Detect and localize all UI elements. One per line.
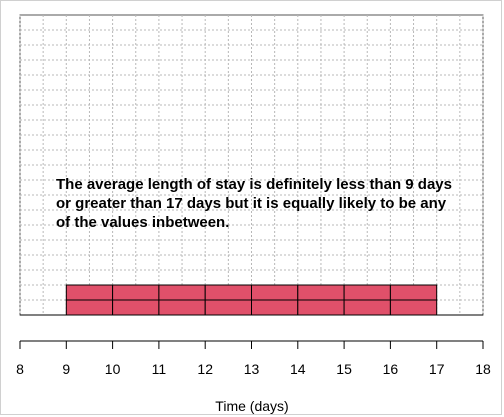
x-axis: 8 9 10 11 12 13 14 15 16 17 18 <box>16 340 491 377</box>
x-tick-label: 17 <box>429 361 445 377</box>
grid <box>19 15 484 315</box>
bar-segment <box>158 299 206 316</box>
bar-segment <box>112 299 160 316</box>
bar-segment <box>297 299 345 316</box>
bar-segment <box>251 284 299 301</box>
x-tick-label: 11 <box>152 361 167 377</box>
bar-segment <box>389 299 438 316</box>
bars <box>65 284 438 316</box>
x-tick-label: 18 <box>475 361 491 377</box>
bar-segment <box>343 284 391 301</box>
x-tick-label: 14 <box>290 361 306 377</box>
x-tick-label: 15 <box>336 361 352 377</box>
x-tick-label: 13 <box>244 361 260 377</box>
bar-segment <box>65 284 114 301</box>
bar-segment <box>343 299 391 316</box>
bar-segment <box>112 284 160 301</box>
bar-segment <box>65 299 114 316</box>
annotation: The average length of stay is definitely… <box>56 176 452 231</box>
x-tick-label: 16 <box>383 361 399 377</box>
x-tick-label: 10 <box>105 361 121 377</box>
x-tick-label: 12 <box>197 361 213 377</box>
bar-segment <box>158 284 206 301</box>
x-tick-label: 9 <box>62 361 70 377</box>
bar-segment <box>251 299 299 316</box>
x-tick-label: 8 <box>16 361 24 377</box>
x-axis-label: Time (days) <box>215 398 289 414</box>
bar-segment <box>389 284 438 301</box>
bar-segment <box>204 284 252 301</box>
bar-segment <box>204 299 252 316</box>
bar-segment <box>297 284 345 301</box>
